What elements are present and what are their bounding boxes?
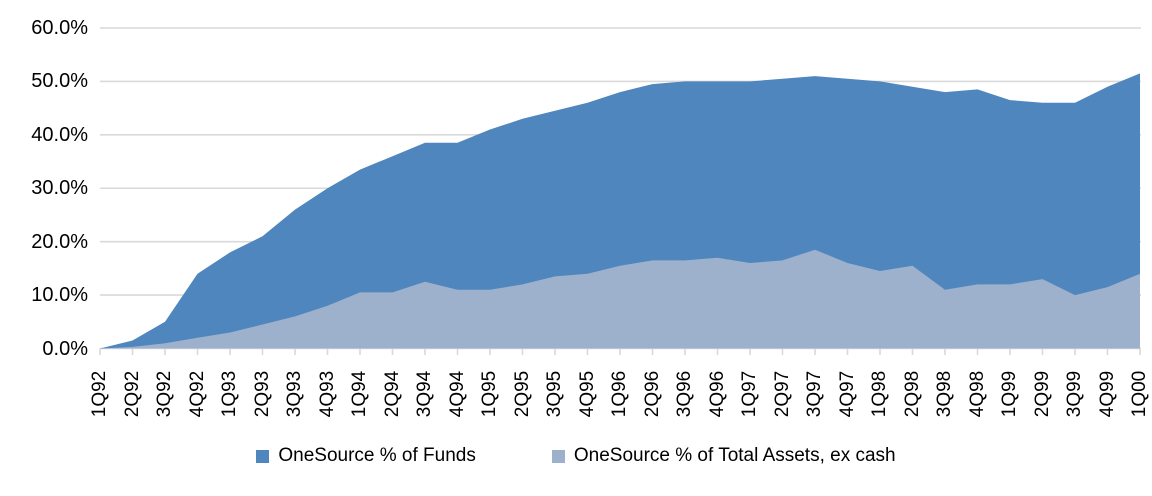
x-axis-label: 2Q94	[381, 370, 403, 418]
x-axis-label: 4Q95	[576, 370, 598, 418]
x-axis-label: 4Q97	[836, 370, 858, 418]
x-axis-label: 4Q94	[446, 370, 468, 418]
x-axis-label: 1Q96	[609, 370, 630, 418]
y-axis-label: 60.0%	[31, 17, 88, 39]
y-axis-label: 30.0%	[31, 177, 88, 200]
x-axis-label: 3Q99	[1064, 370, 1085, 418]
x-axis-label: 1Q97	[739, 370, 760, 418]
x-axis-label: 2Q95	[511, 370, 533, 418]
x-axis-label: 3Q97	[804, 370, 825, 418]
x-axis-label: 3Q98	[934, 370, 955, 418]
legend-label-total-assets: OneSource % of Total Assets, ex cash	[573, 445, 896, 466]
area-series	[100, 73, 1140, 349]
x-axis-label: 1Q93	[219, 370, 240, 418]
x-axis-label: 2Q96	[641, 370, 663, 418]
x-axis-label: 3Q93	[284, 370, 305, 418]
y-axis-label: 0.0%	[42, 337, 88, 360]
x-axis-label: 4Q96	[706, 370, 728, 418]
x-axis-label: 2Q99	[1031, 370, 1053, 418]
legend-item-funds: OneSource % of Funds	[256, 445, 476, 467]
y-axis-label: 10.0%	[31, 284, 88, 307]
x-axis-label: 2Q93	[251, 370, 273, 418]
y-axis-label: 20.0%	[31, 230, 88, 253]
x-axis-label: 4Q99	[1096, 370, 1118, 418]
total-assets-area-series	[100, 249, 1140, 349]
x-axis-label: 1Q99	[999, 370, 1020, 418]
x-axis-label: 3Q94	[414, 370, 435, 418]
x-axis-label: 1Q95	[479, 370, 500, 418]
y-axis-label: 50.0%	[31, 70, 88, 93]
y-axis-label: 40.0%	[31, 123, 88, 146]
legend-label-funds: OneSource % of Funds	[278, 445, 476, 466]
x-axis-ticks	[99, 348, 1141, 355]
x-axis-label: 4Q98	[966, 370, 988, 418]
x-axis-label: 3Q92	[154, 370, 175, 418]
legend: OneSource % of Funds OneSource % of Tota…	[0, 440, 1152, 472]
x-axis-label: 3Q95	[544, 370, 565, 418]
x-axis-label: 1Q92	[89, 370, 110, 418]
x-axis-label: 2Q98	[901, 370, 923, 418]
legend-swatch-total-assets-icon	[551, 449, 565, 463]
x-axis-label: 4Q93	[316, 370, 338, 418]
legend-item-total-assets: OneSource % of Total Assets, ex cash	[551, 445, 896, 467]
x-axis-label: 2Q92	[121, 370, 143, 418]
legend-swatch-funds-icon	[256, 449, 270, 463]
x-axis-label: 3Q96	[674, 370, 695, 418]
x-axis-label: 1Q94	[349, 370, 370, 418]
x-axis-label: 1Q00	[1129, 370, 1150, 418]
x-axis-label: 2Q97	[771, 370, 793, 418]
x-axis-label: 1Q98	[869, 370, 890, 418]
x-axis-label: 4Q92	[186, 370, 208, 418]
